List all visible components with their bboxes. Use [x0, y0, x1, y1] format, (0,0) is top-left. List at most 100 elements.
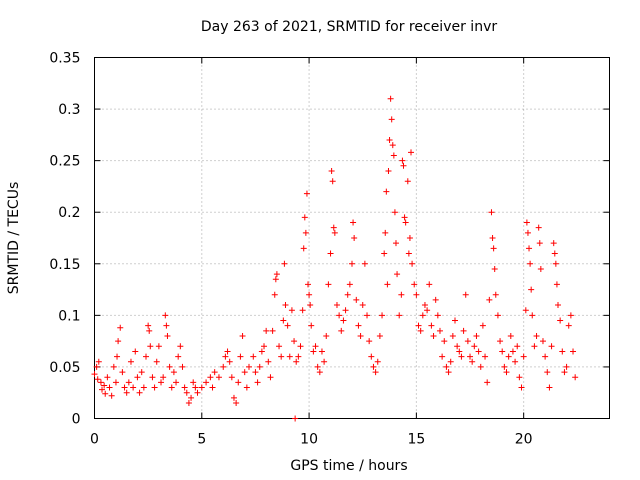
data-point — [382, 229, 389, 236]
data-point — [233, 400, 240, 407]
data-point — [551, 250, 558, 257]
data-point — [548, 343, 555, 350]
data-point — [392, 240, 399, 247]
data-point — [224, 348, 231, 355]
data-point — [284, 322, 291, 329]
data-point — [477, 363, 484, 370]
data-point — [119, 369, 126, 376]
data-point — [426, 281, 433, 288]
data-point — [471, 343, 478, 350]
data-point — [108, 392, 115, 399]
data-point — [183, 389, 190, 396]
data-point — [280, 317, 287, 324]
x-axis-label: GPS time / hours — [290, 458, 407, 474]
data-point — [490, 245, 497, 252]
data-point — [555, 302, 561, 309]
data-point — [434, 312, 441, 319]
data-point — [179, 363, 186, 370]
data-point — [288, 307, 295, 314]
data-point — [379, 312, 386, 319]
data-point — [376, 332, 383, 339]
data-point — [417, 327, 424, 334]
data-point — [479, 322, 486, 329]
data-point — [390, 152, 397, 159]
data-point — [492, 291, 499, 298]
data-point — [553, 281, 560, 288]
data-point — [563, 363, 570, 370]
data-point — [533, 332, 540, 339]
data-point — [552, 260, 559, 267]
data-point — [524, 229, 531, 236]
data-point — [198, 384, 205, 391]
data-point — [164, 332, 171, 339]
data-point — [527, 260, 534, 267]
data-point — [138, 369, 145, 376]
data-point — [398, 291, 405, 298]
data-point — [226, 358, 233, 365]
data-point — [215, 374, 222, 381]
y-axis-label: SRMTID / TECUs — [6, 182, 22, 295]
data-point — [158, 379, 165, 386]
data-point — [140, 384, 147, 391]
data-point — [537, 265, 544, 272]
data-point — [130, 384, 137, 391]
data-point — [415, 322, 422, 329]
data-point — [117, 324, 124, 331]
data-point — [454, 343, 461, 350]
data-point — [162, 312, 169, 319]
data-point — [503, 369, 510, 376]
data-point — [386, 137, 393, 144]
data-point — [464, 338, 471, 345]
data-point — [123, 389, 130, 396]
data-point — [305, 281, 312, 288]
data-point — [203, 379, 210, 386]
data-point — [408, 149, 415, 156]
data-point — [328, 167, 335, 174]
data-point — [441, 338, 448, 345]
data-point — [544, 369, 551, 376]
data-point — [209, 384, 216, 391]
data-point — [101, 382, 108, 389]
data-point — [494, 312, 501, 319]
data-point — [263, 327, 270, 334]
data-point — [207, 374, 214, 381]
data-point — [462, 291, 469, 298]
data-point — [406, 235, 413, 241]
data-point — [542, 353, 549, 360]
data-point — [514, 343, 521, 350]
data-point — [436, 327, 443, 334]
data-point — [361, 260, 368, 267]
data-point — [535, 224, 542, 231]
data-point — [372, 369, 379, 376]
data-point — [181, 384, 188, 391]
x-tick-labels: 0 5 10 15 20 — [90, 432, 533, 448]
data-point — [570, 348, 577, 355]
data-point — [430, 332, 437, 339]
data-point — [282, 302, 289, 309]
data-point — [473, 332, 480, 339]
data-point — [428, 322, 435, 329]
data-point — [95, 358, 102, 365]
data-point — [507, 332, 514, 339]
data-point — [516, 374, 523, 381]
data-point — [383, 188, 390, 195]
data-point — [405, 250, 412, 257]
y-tick-labels: 0 0.05 0.1 0.15 0.2 0.25 0.3 0.35 — [49, 51, 80, 428]
data-point — [385, 167, 392, 174]
data-point — [286, 353, 293, 360]
data-point — [567, 312, 574, 319]
data-point — [421, 302, 428, 309]
data-point — [497, 338, 504, 345]
y-tick-label: 0.1 — [58, 308, 80, 324]
data-point — [359, 302, 366, 309]
data-point — [460, 327, 467, 334]
data-point — [235, 379, 242, 386]
data-point — [127, 358, 134, 365]
data-point — [312, 343, 319, 350]
data-point — [381, 250, 388, 257]
data-point — [338, 327, 345, 334]
data-point — [539, 338, 546, 345]
data-point — [330, 224, 337, 231]
data-points — [91, 95, 579, 422]
data-point — [258, 348, 265, 355]
